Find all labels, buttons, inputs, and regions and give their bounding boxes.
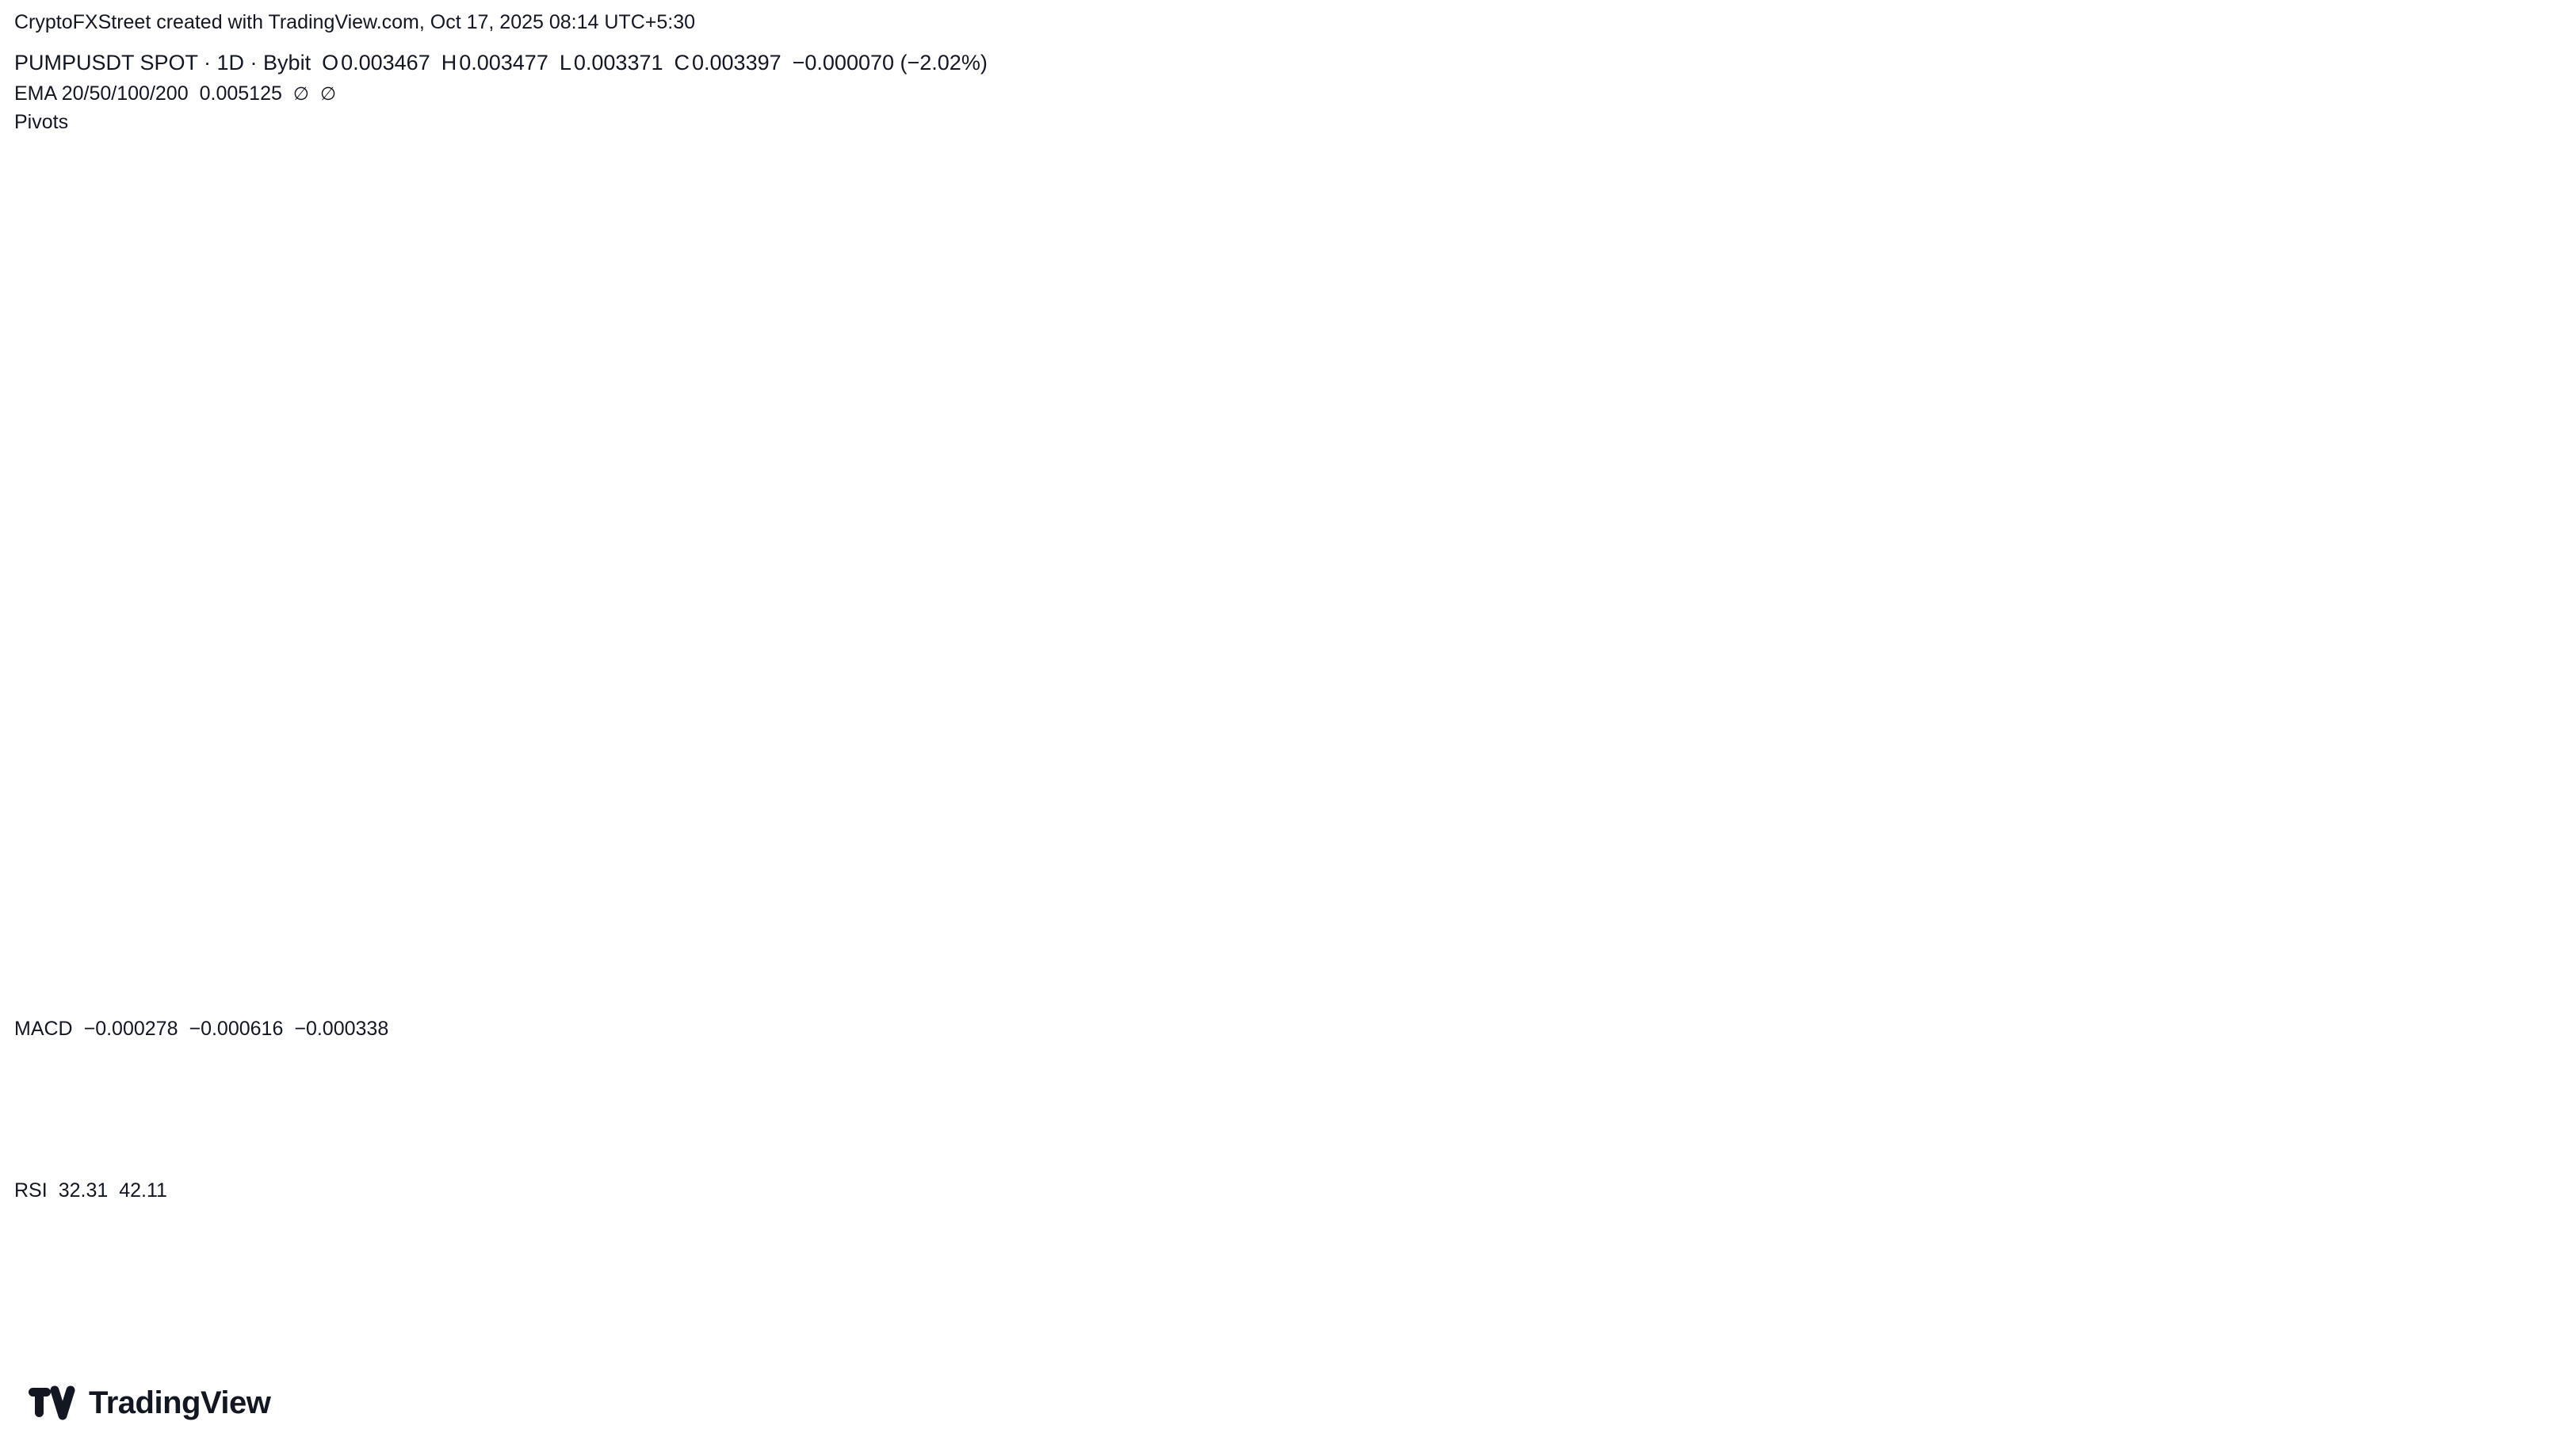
low-value: 0.003371 (573, 51, 663, 75)
ema-indicator-row: EMA 20/50/100/200 0.005125 ∅ ∅ (14, 82, 336, 105)
close-value: 0.003397 (692, 51, 782, 75)
symbol-ohlc-row: PUMPUSDT SPOT · 1D · Bybit O 0.003467 H 0.… (14, 51, 988, 75)
ema-value: 0.005125 (199, 82, 282, 105)
pivots-label[interactable]: Pivots (14, 111, 69, 133)
open-value: 0.003467 (341, 51, 430, 75)
macd-signal-value: −0.000338 (294, 1018, 389, 1040)
macd-label[interactable]: MACD (14, 1018, 73, 1040)
ema-label[interactable]: EMA 20/50/100/200 (14, 82, 189, 105)
high-readout: H 0.003477 (441, 51, 548, 75)
low-label: L (559, 51, 571, 75)
symbol-title[interactable]: PUMPUSDT SPOT · 1D · Bybit (14, 51, 311, 75)
attribution-line: CryptoFXStreet created with TradingView.… (14, 11, 696, 33)
macd-line-value: −0.000616 (189, 1018, 284, 1040)
pivots-indicator-row: Pivots (14, 111, 68, 134)
rsi-indicator-row: RSI 32.31 42.11 (14, 1179, 167, 1202)
macd-hist-value: −0.000278 (83, 1018, 178, 1040)
change-value: −0.000070 (−2.02%) (792, 51, 988, 75)
macd-indicator-row: MACD −0.000278 −0.000616 −0.000338 (14, 1018, 388, 1041)
high-label: H (441, 51, 457, 75)
tradingview-logo-icon[interactable] (27, 1384, 78, 1422)
close-readout: C 0.003397 (675, 51, 782, 75)
close-label: C (674, 51, 690, 75)
ema-hidden-icon-2[interactable]: ∅ (319, 83, 336, 104)
high-value: 0.003477 (459, 51, 548, 75)
rsi-label[interactable]: RSI (14, 1179, 48, 1202)
tradingview-footer: TradingView (27, 1384, 271, 1422)
open-label: O (322, 51, 339, 75)
rsi-line-value: 32.31 (58, 1179, 109, 1202)
tradingview-brand-text[interactable]: TradingView (89, 1385, 271, 1420)
low-readout: L 0.003371 (560, 51, 663, 75)
ema-hidden-icon-1[interactable]: ∅ (292, 83, 309, 104)
open-readout: O 0.003467 (322, 51, 430, 75)
rsi-ma-value: 42.11 (119, 1179, 167, 1202)
